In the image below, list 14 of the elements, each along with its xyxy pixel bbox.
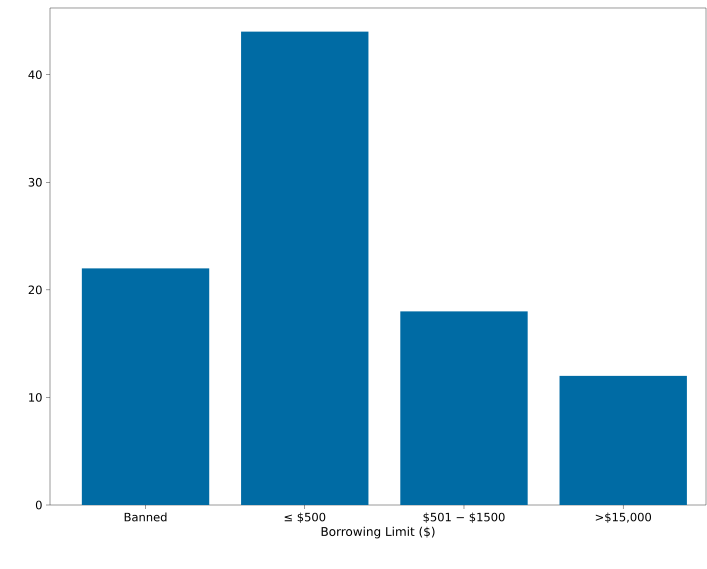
- y-tick-label: 30: [28, 178, 42, 187]
- x-tick-label: Banned: [124, 512, 166, 522]
- bar: [82, 268, 210, 505]
- bar: [400, 311, 528, 505]
- bar: [560, 376, 687, 505]
- x-tick-label: $501 − $1500: [424, 512, 505, 523]
- y-tick-label: 0: [36, 500, 42, 510]
- bar: [241, 32, 368, 505]
- x-axis-title: Borrowing Limit ($): [322, 526, 435, 538]
- x-tick-label: >$15,000: [596, 512, 652, 523]
- y-tick-label: 10: [29, 393, 42, 402]
- x-tick-label: ≤ $500: [284, 512, 326, 523]
- y-tick-label: 20: [28, 286, 42, 294]
- y-tick-label: 40: [28, 70, 42, 80]
